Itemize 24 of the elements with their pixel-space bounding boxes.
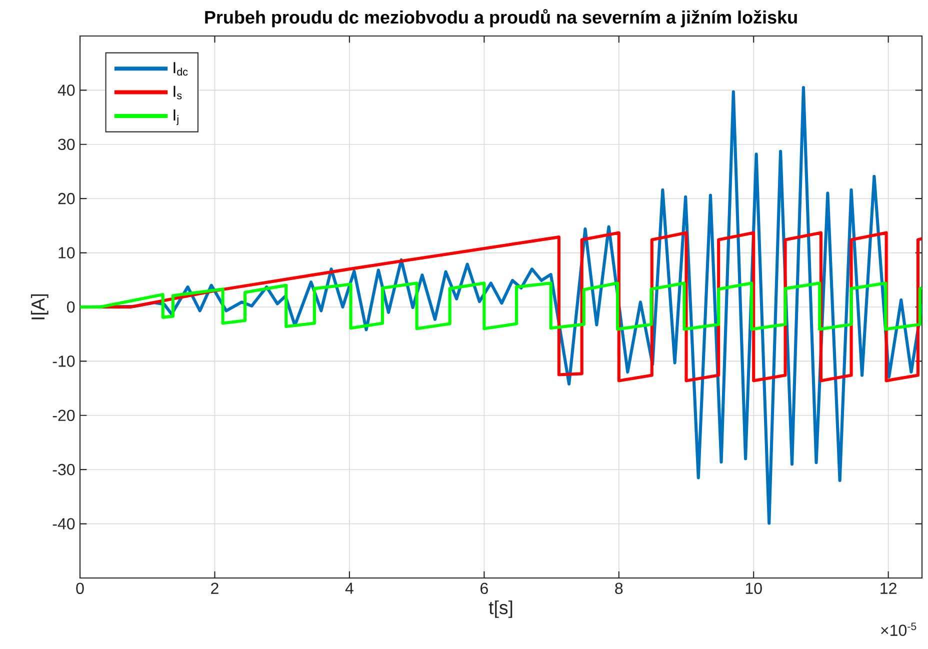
x-tick-label: 12 xyxy=(880,582,896,594)
y-tick-label: 0 xyxy=(67,301,75,313)
legend-label: I$_{j}$ xyxy=(174,109,178,126)
x-tick-label: 6 xyxy=(480,582,488,594)
line-series xyxy=(80,282,922,331)
text: ×10$^{-5}$ xyxy=(881,622,916,636)
legend-label: I$_{dc}$ xyxy=(174,62,188,76)
y-tick-label: 40 xyxy=(58,84,75,96)
x-tick-label: 0 xyxy=(76,582,84,594)
y-tick-label: 20 xyxy=(58,192,75,204)
chart-title: Prubeh proudu dc meziobvodu a proudů na severním a jižním ložisku xyxy=(205,9,797,28)
y-tick-label: -20 xyxy=(52,410,75,422)
y-tick-label: 30 xyxy=(58,138,75,150)
y-tick-label: -40 xyxy=(52,518,75,530)
x-tick-label: 2 xyxy=(211,582,218,594)
y-tick-label: -30 xyxy=(52,464,75,476)
x-tick-label: 8 xyxy=(615,582,623,594)
y-tick-label: 10 xyxy=(58,247,75,258)
x-tick-label: 4 xyxy=(345,582,354,594)
x-tick-label: 10 xyxy=(746,582,762,594)
legend-label: I$_{s}$ xyxy=(174,86,182,100)
y-tick-label: -10 xyxy=(52,356,75,367)
y-axis-title: I[A] xyxy=(30,294,48,320)
x-axis-title: t[s] xyxy=(488,600,512,618)
